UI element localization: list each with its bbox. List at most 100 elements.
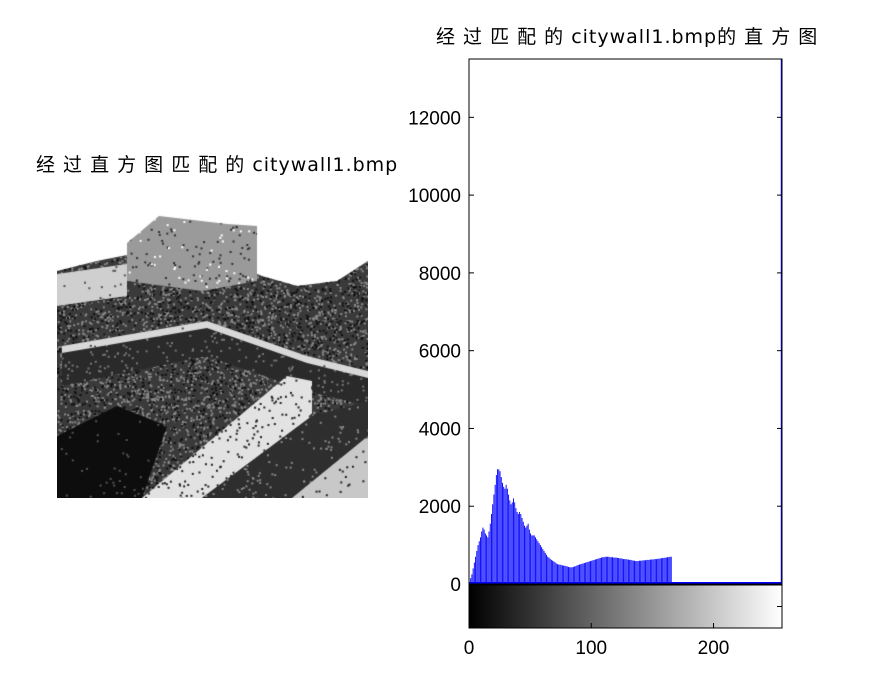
histogram-bar [499, 471, 501, 584]
histogram-bar [648, 559, 650, 584]
histogram-bar [564, 565, 566, 584]
histogram-bar [659, 558, 661, 584]
histogram-bar [609, 557, 611, 584]
histogram-bar [535, 537, 536, 584]
histogram-bar [654, 559, 656, 584]
histogram-bar [656, 559, 657, 584]
x-tick-label: 0 [464, 638, 475, 659]
histogram-bar [506, 488, 508, 584]
histogram-bar [542, 549, 544, 584]
histogram-bar [631, 560, 633, 584]
histogram-bar [538, 543, 540, 584]
histogram-bar [572, 566, 574, 584]
histogram-bar [616, 557, 618, 584]
histogram-bar [565, 566, 567, 584]
histogram-bar [543, 550, 545, 584]
histogram-bar [559, 564, 561, 584]
histogram-bar [621, 558, 623, 584]
histogram-bar [619, 558, 621, 584]
histogram-bar [511, 502, 513, 584]
histogram-bar [604, 556, 606, 584]
histogram-bar [528, 529, 530, 584]
histogram-bar [530, 533, 532, 584]
histogram-bar [472, 568, 474, 584]
histogram-bar [531, 535, 533, 584]
histogram-bar [632, 560, 634, 584]
histogram-bar [537, 541, 539, 584]
histogram-bar [598, 558, 600, 584]
histogram-bar [515, 508, 517, 584]
histogram-bar [665, 557, 667, 584]
histogram-bar [484, 533, 486, 584]
histogram-bar [570, 567, 572, 584]
histogram-bar [569, 567, 571, 584]
histogram-bar [653, 559, 655, 584]
histogram-bar [508, 494, 510, 584]
histogram-bar [561, 565, 563, 584]
histogram-bar [599, 557, 601, 584]
histogram-bar [615, 557, 617, 584]
histogram-bar [625, 559, 627, 584]
histogram-bar [502, 482, 503, 584]
histogram-bar [667, 557, 668, 584]
histogram-bar [475, 556, 477, 584]
histogram-bar [522, 521, 524, 584]
histogram-bar [664, 557, 666, 584]
histogram-bar [642, 560, 644, 584]
histogram-bar [613, 557, 615, 584]
histogram-bar [521, 517, 523, 584]
histogram-bar [505, 484, 507, 584]
histogram-bar [513, 498, 514, 584]
histogram-bar [641, 560, 643, 584]
histogram-bar [527, 523, 529, 584]
y-axis: 0 2000 4000 6000 8000 10000 12000 [408, 108, 782, 596]
histogram-bar [532, 535, 534, 584]
histogram-bar [476, 550, 478, 584]
histogram-bar [526, 525, 528, 584]
histogram-bar [520, 514, 522, 584]
histogram-bar [658, 558, 660, 584]
histogram-bar [477, 545, 479, 584]
histogram-bar [640, 560, 642, 584]
histogram-bar [588, 561, 590, 584]
histogram-bar [539, 545, 541, 584]
histogram-bar [652, 559, 654, 584]
image-title: 经 过 直 方 图 匹 配 的 citywall1.bmp [36, 154, 399, 176]
grayscale-colorbar [468, 584, 783, 629]
histogram-bar [605, 556, 607, 584]
histogram-bar [649, 559, 651, 584]
histogram-bar [602, 557, 604, 584]
histogram-bar [636, 561, 638, 584]
histogram-bar [544, 552, 546, 584]
histogram-bar [614, 557, 616, 584]
histogram-bar [629, 559, 631, 584]
histogram-bar [555, 563, 557, 584]
histogram-bar [516, 512, 518, 584]
histogram-bar [662, 557, 664, 584]
histogram-bar [601, 557, 602, 584]
histogram-bar [638, 560, 640, 584]
y-tick-label: 8000 [419, 264, 461, 285]
histogram-bar [596, 559, 598, 584]
histogram-bar [549, 558, 551, 584]
histogram-bar [487, 537, 489, 584]
histogram-bar [627, 559, 629, 584]
histogram-bar [533, 535, 535, 584]
histogram-bar [547, 556, 549, 584]
histogram-bar [491, 514, 492, 584]
histogram-bar [646, 559, 648, 584]
histogram-bar [563, 565, 565, 584]
histogram-bar [624, 559, 626, 584]
histogram-bar [553, 561, 555, 584]
histogram-bar [480, 537, 481, 584]
histogram-bar [498, 469, 500, 584]
plot-frame [468, 58, 783, 585]
histogram-bar [486, 535, 488, 584]
y-tick-label: 12000 [408, 108, 461, 129]
histogram-bar [503, 486, 505, 584]
histogram-bar [597, 558, 599, 584]
histogram-bar [575, 566, 577, 584]
histogram-bar [483, 529, 485, 584]
histogram-bar [566, 566, 568, 584]
